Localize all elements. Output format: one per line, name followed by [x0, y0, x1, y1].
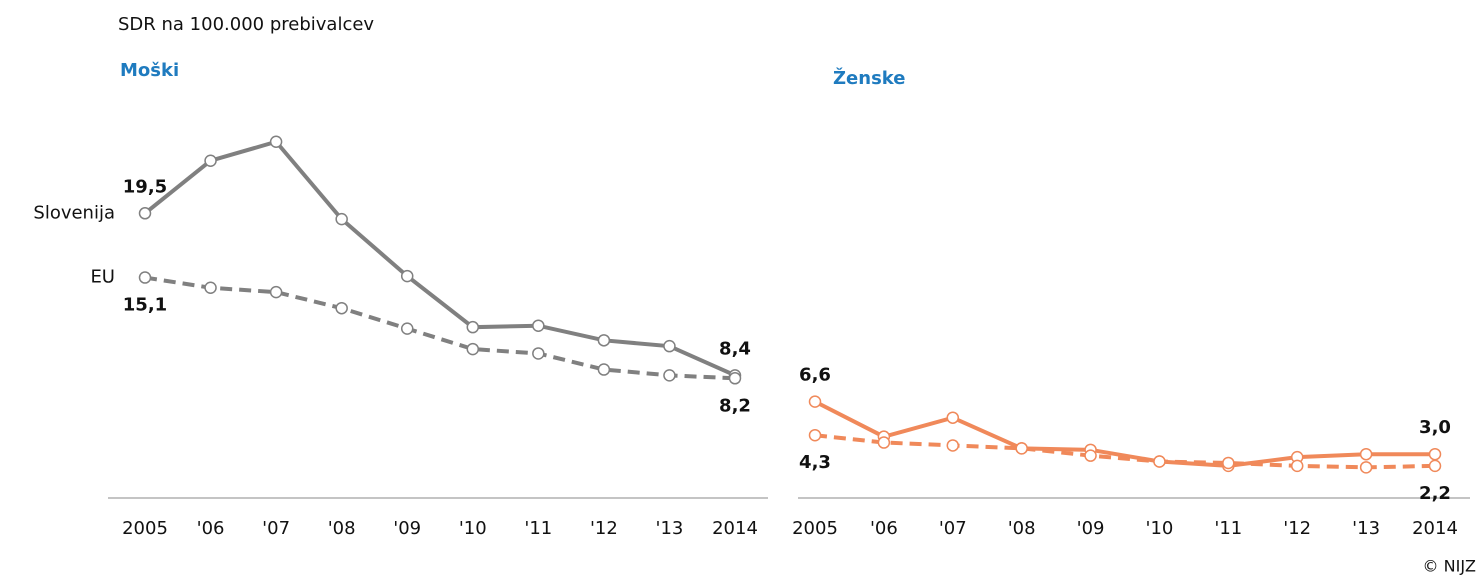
- point: [663, 339, 676, 353]
- x-tick-label: '08: [328, 518, 356, 539]
- x-tick-label: 2014: [712, 518, 758, 539]
- point: [1290, 459, 1304, 473]
- point: [204, 281, 217, 295]
- x-tick-label: '13: [1352, 518, 1380, 539]
- point: [1153, 455, 1166, 468]
- point: [269, 135, 283, 149]
- point: [808, 428, 822, 442]
- x-tick-label: 2005: [122, 518, 168, 539]
- x-tick-label: '10: [459, 518, 487, 539]
- point: [808, 395, 822, 408]
- x-tick-label: 2005: [792, 518, 838, 539]
- point: [400, 269, 414, 283]
- x-tick-label: '06: [870, 518, 898, 539]
- point: [138, 271, 152, 284]
- point: [1428, 459, 1442, 473]
- x-tick-label: '09: [393, 518, 421, 539]
- point: [532, 347, 545, 360]
- point: [466, 320, 480, 334]
- point: [946, 411, 960, 424]
- series-line: [814, 399, 1435, 468]
- point: [532, 319, 545, 332]
- x-tick-label: '06: [197, 518, 225, 539]
- series-line: [144, 275, 736, 381]
- unit-label: SDR na 100.000 prebivalcev: [118, 14, 374, 35]
- chart-title: Moški: [120, 60, 179, 81]
- data-label: 6,6: [799, 365, 831, 386]
- x-tick-label: '07: [939, 518, 967, 539]
- data-label: 4,3: [799, 452, 831, 473]
- point: [663, 369, 676, 382]
- point: [269, 285, 283, 299]
- x-tick-label: '08: [1008, 518, 1036, 539]
- x-tick-label: '09: [1077, 518, 1105, 539]
- point: [466, 342, 480, 356]
- data-label: 8,4: [719, 338, 751, 359]
- data-label: 2,2: [1419, 483, 1451, 504]
- point: [1084, 449, 1097, 462]
- x-tick-label: '11: [524, 518, 552, 539]
- point: [728, 372, 742, 385]
- data-label: 8,2: [719, 395, 751, 416]
- point: [1428, 447, 1442, 461]
- point: [1015, 442, 1028, 455]
- point: [946, 439, 960, 452]
- point: [400, 322, 414, 335]
- data-label: 3,0: [1419, 417, 1451, 438]
- series-line: [143, 139, 736, 378]
- point: [335, 301, 348, 315]
- point: [1359, 447, 1373, 461]
- copyright: © NIJZ: [1423, 557, 1476, 576]
- point: [138, 207, 152, 220]
- series-label: Slovenija: [33, 202, 115, 223]
- series-line: [814, 433, 1436, 470]
- point: [1222, 456, 1235, 470]
- data-label: 19,5: [123, 176, 167, 197]
- point: [335, 212, 348, 226]
- x-tick-label: '12: [590, 518, 618, 539]
- series-label: EU: [90, 267, 115, 288]
- point: [597, 334, 611, 347]
- x-tick-label: '11: [1214, 518, 1242, 539]
- x-tick-label: 2014: [1412, 518, 1458, 539]
- chart-title: Ženske: [833, 67, 905, 89]
- data-label: 15,1: [123, 295, 167, 316]
- point: [877, 436, 891, 449]
- x-tick-label: '10: [1146, 518, 1174, 539]
- point: [1359, 461, 1373, 474]
- point: [597, 363, 611, 376]
- x-tick-label: '12: [1283, 518, 1311, 539]
- x-tick-label: '13: [656, 518, 684, 539]
- x-tick-label: '07: [262, 518, 290, 539]
- point: [204, 154, 217, 167]
